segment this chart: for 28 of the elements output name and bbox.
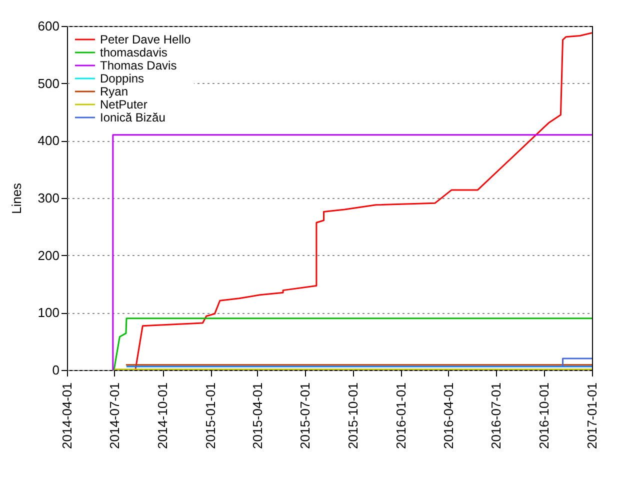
legend-label: Thomas Davis [100, 58, 177, 72]
legend-label: NetPuter [100, 98, 148, 112]
line-series [113, 318, 592, 370]
x-tick-label: 2014-07-01 [106, 382, 122, 449]
y-axis-title: Lines [8, 182, 24, 214]
x-tick-label: 2015-10-01 [345, 382, 360, 449]
x-tick-label: 2014-10-01 [155, 382, 170, 449]
y-tick-label: 200 [38, 248, 60, 263]
x-tick-label: 2015-07-01 [297, 382, 312, 449]
x-tick-label: 2014-04-01 [60, 382, 74, 449]
legend-label: Doppins [100, 72, 144, 86]
y-tick-label: 400 [38, 133, 60, 148]
legend-label: Peter Dave Hello [100, 32, 192, 46]
legend-label: Ryan [100, 84, 128, 98]
x-tick-label: 2015-04-01 [250, 382, 265, 449]
x-tick-label: 2015-01-01 [203, 382, 218, 449]
x-tick-label: 2016-07-01 [488, 382, 504, 449]
legend-label: Ionică Bizău [100, 110, 166, 124]
legend-label: thomasdavis [100, 46, 168, 60]
y-tick-label: 500 [38, 76, 60, 91]
x-tick-label: 2016-10-01 [536, 382, 552, 449]
y-tick-label: 300 [38, 190, 60, 206]
y-tick-label: 100 [38, 305, 60, 320]
y-tick-label: 0 [52, 362, 60, 378]
y-tick-label: 600 [38, 18, 60, 34]
x-tick-label: 2017-01-01 [584, 382, 600, 449]
x-tick-label: 2016-04-01 [440, 382, 456, 449]
x-tick-label: 2016-01-01 [393, 382, 408, 449]
